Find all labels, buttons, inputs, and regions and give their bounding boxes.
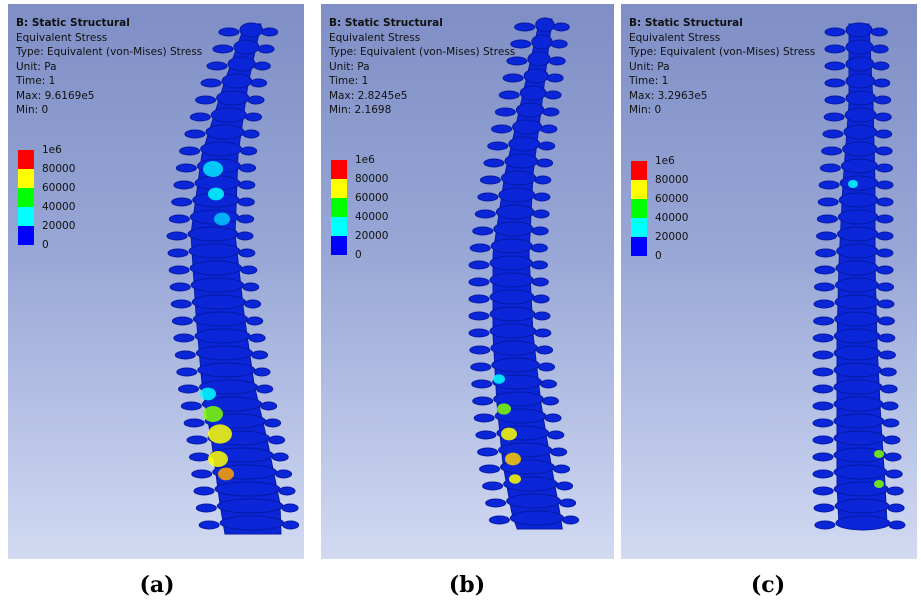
legend-swatch-3 (631, 218, 647, 237)
result-unit: Unit: Pa (629, 60, 670, 73)
result-type: Type: Equivalent (von-Mises) Stress (329, 46, 516, 58)
legend-swatch-4 (331, 236, 347, 255)
spine-body-c (812, 22, 906, 531)
analysis-title: B: Static Structural (629, 17, 743, 29)
caption-a: (a) (139, 572, 175, 598)
legend-label-4: 20000 (655, 231, 689, 243)
legend-swatch-4 (631, 237, 647, 256)
result-min: Min: 0 (16, 104, 49, 116)
legend-swatch-2 (631, 199, 647, 218)
legend-label-0: 1e6 (355, 154, 375, 166)
result-time: Time: 1 (329, 75, 369, 87)
result-type: Type: Equivalent (von-Mises) Stress (629, 46, 816, 58)
result-time: Time: 1 (16, 75, 56, 87)
result-info-a: B: Static Structural Equivalent Stress T… (16, 16, 202, 118)
legend-label-0: 1e6 (42, 144, 62, 156)
legend-label-1: 80000 (42, 163, 76, 175)
legend-swatch-4 (18, 226, 34, 245)
legend-swatch-2 (18, 188, 34, 207)
legend-label-1: 80000 (355, 173, 389, 185)
legend-swatch-3 (331, 217, 347, 236)
legend-swatch-1 (331, 179, 347, 198)
result-max: Max: 2.8245e5 (329, 89, 408, 102)
result-max: Max: 3.2963e5 (629, 89, 708, 102)
spine-model-c (812, 22, 906, 531)
analysis-title: B: Static Structural (329, 17, 443, 29)
legend-label-3: 40000 (355, 211, 389, 223)
spine-model-b (468, 17, 580, 530)
result-panel-c: B: Static Structural Equivalent Stress T… (621, 4, 917, 559)
result-name: Equivalent Stress (16, 31, 108, 44)
result-max: Max: 9.6169e5 (16, 89, 95, 102)
legend-label-2: 60000 (42, 182, 76, 194)
legend-label-2: 60000 (655, 193, 689, 205)
legend-label-2: 60000 (355, 192, 389, 204)
result-min: Min: 0 (629, 104, 662, 116)
result-name: Equivalent Stress (629, 31, 721, 44)
legend-swatch-2 (331, 198, 347, 217)
analysis-title: B: Static Structural (16, 17, 130, 29)
result-info-b: B: Static Structural Equivalent Stress T… (329, 16, 515, 118)
result-unit: Unit: Pa (329, 60, 370, 73)
legend-label-0: 1e6 (655, 155, 675, 167)
legend-swatch-0 (18, 150, 34, 169)
spine-body-a (166, 22, 300, 535)
legend-label-3: 40000 (42, 201, 76, 213)
caption-b: (b) (448, 572, 486, 598)
legend-label-4: 20000 (355, 230, 389, 242)
result-min: Min: 2.1698 (329, 104, 392, 116)
legend-swatch-3 (18, 207, 34, 226)
result-time: Time: 1 (629, 75, 669, 87)
legend-label-5: 0 (42, 239, 49, 251)
result-info-c: B: Static Structural Equivalent Stress T… (629, 16, 815, 118)
legend-swatch-0 (331, 160, 347, 179)
legend-swatch-0 (631, 161, 647, 180)
spine-model-a (166, 22, 300, 535)
caption-c: (c) (750, 572, 786, 598)
result-panel-a: B: Static Structural Equivalent Stress T… (8, 4, 304, 559)
legend-label-3: 40000 (655, 212, 689, 224)
result-name: Equivalent Stress (329, 31, 421, 44)
result-panel-b: B: Static Structural Equivalent Stress T… (321, 4, 614, 559)
legend-label-1: 80000 (655, 174, 689, 186)
result-unit: Unit: Pa (16, 60, 57, 73)
legend-label-4: 20000 (42, 220, 76, 232)
legend-label-5: 0 (355, 249, 362, 261)
legend-label-5: 0 (655, 250, 662, 262)
legend-swatch-1 (631, 180, 647, 199)
result-type: Type: Equivalent (von-Mises) Stress (16, 46, 203, 58)
legend-swatch-1 (18, 169, 34, 188)
spine-body-b (468, 17, 580, 530)
